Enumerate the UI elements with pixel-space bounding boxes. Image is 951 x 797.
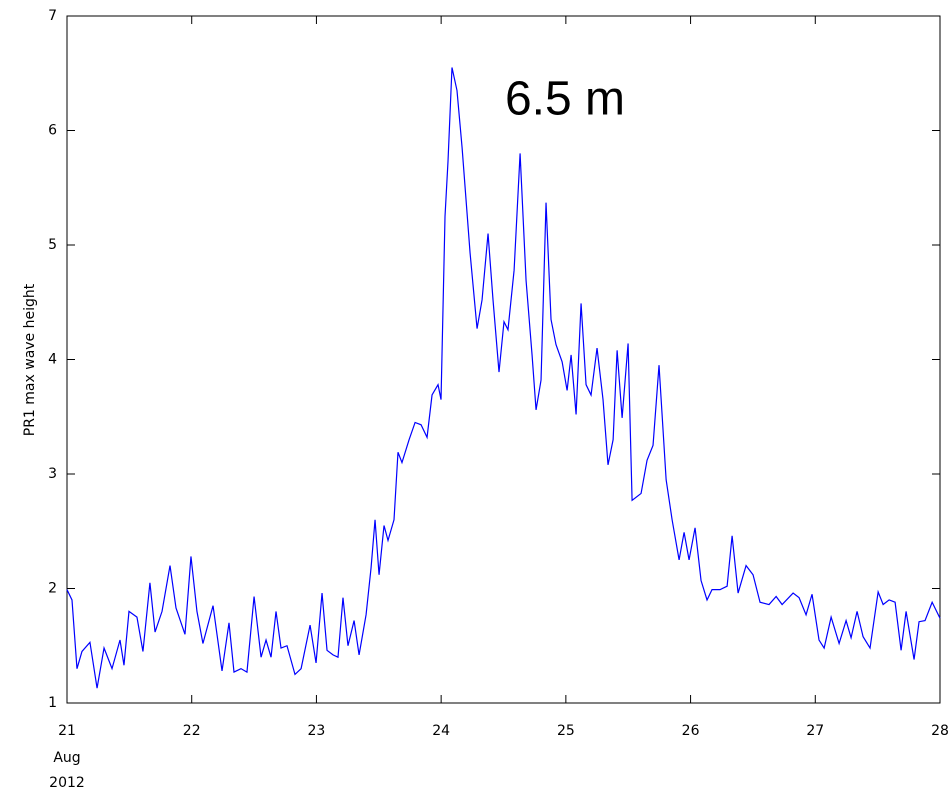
x-tick-label: 28 (931, 723, 949, 739)
x-date-label: 2012 (49, 775, 85, 791)
y-tick-label: 2 (48, 581, 57, 597)
y-tick-label: 3 (48, 466, 57, 482)
plot-frame (66, 15, 941, 704)
x-date-label: Aug (53, 750, 80, 766)
x-tick-label: 26 (682, 723, 700, 739)
x-tick-label: 25 (557, 723, 575, 739)
x-tick-label: 22 (183, 723, 201, 739)
y-tick-label: 1 (48, 695, 57, 711)
annotation: 6.5 m (505, 73, 625, 126)
y-tick-label: 4 (48, 352, 57, 368)
y-tick-label: 6 (48, 123, 57, 139)
y-tick-label: 5 (48, 237, 57, 253)
x-tick-label: 27 (806, 723, 824, 739)
x-tick-label: 23 (308, 723, 326, 739)
y-axis-label: PR1 max wave height (22, 283, 38, 436)
x-tick-label: 21 (58, 723, 76, 739)
data-line (66, 67, 941, 689)
y-tick-label: 7 (48, 8, 57, 24)
x-tick-label: 24 (432, 723, 450, 739)
